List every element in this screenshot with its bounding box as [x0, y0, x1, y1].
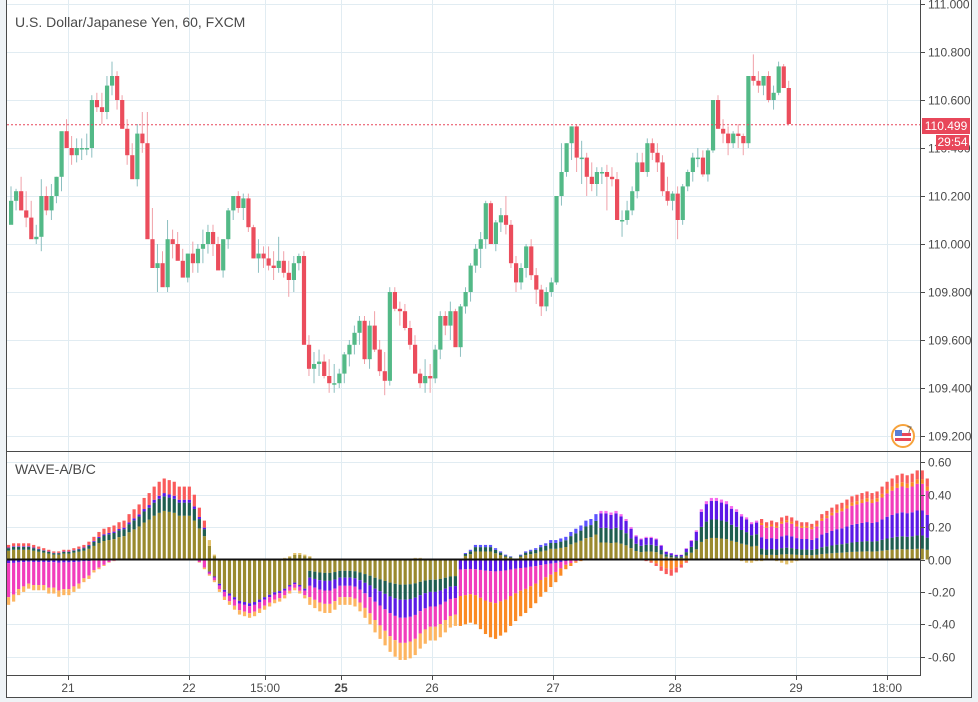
- indicator-title[interactable]: WAVE-A/B/C: [15, 461, 96, 477]
- price-tick-label: 109.200: [928, 430, 972, 444]
- bar-countdown-badge: 29:54: [936, 135, 969, 150]
- time-tick-label: 18:00: [872, 681, 902, 695]
- time-tick-label: 29: [789, 681, 803, 695]
- indicator-tick-label: 0.20: [928, 521, 952, 535]
- axes: [7, 0, 971, 676]
- price-tick-label: 111.000: [928, 0, 970, 12]
- time-tick-label: 15:00: [250, 681, 280, 695]
- time-tick-label: 28: [668, 681, 682, 695]
- price-tick-label: 109.800: [928, 286, 972, 300]
- indicator-axis-labels[interactable]: 0.60 0.40 0.20 0.00 -0.20 -0.40 -0.60: [920, 456, 956, 665]
- symbol-title: U.S. Dollar/Japanese Yen, 60, FXCM: [15, 14, 246, 30]
- price-tick-label: 110.000: [928, 238, 971, 252]
- indicator-tick-label: 0.00: [928, 554, 952, 568]
- time-axis-labels[interactable]: 21 22 15:00 25 26 27 28 29 18:00: [61, 675, 902, 695]
- indicator-tick-label: -0.40: [928, 618, 956, 632]
- event-count: 7: [907, 425, 912, 435]
- candlestick-series: [9, 54, 791, 396]
- indicator-tick-label: 0.40: [928, 489, 952, 503]
- indicator-tick-label: -0.20: [928, 586, 956, 600]
- price-axis-labels[interactable]: 111.000110.800110.600110.400110.200110.0…: [920, 0, 972, 444]
- price-tick-label: 109.600: [928, 334, 972, 348]
- indicator-tick-label: -0.60: [928, 651, 956, 665]
- us-flag-economic-event-icon[interactable]: 7: [890, 423, 916, 449]
- price-tick-label: 110.600: [928, 94, 971, 108]
- price-tick-label: 110.800: [928, 46, 971, 60]
- last-price-badge: 110.499: [922, 118, 970, 134]
- time-tick-label: 26: [425, 681, 439, 695]
- time-tick-label: 27: [546, 681, 560, 695]
- time-tick-label: 25: [334, 681, 348, 695]
- time-tick-label: 22: [182, 681, 196, 695]
- time-tick-label: 21: [61, 681, 75, 695]
- wave-histogram: [7, 470, 929, 660]
- price-tick-label: 109.400: [928, 382, 972, 396]
- price-tick-label: 110.200: [928, 190, 971, 204]
- grid-lines: [7, 0, 920, 675]
- indicator-tick-label: 0.60: [928, 456, 952, 470]
